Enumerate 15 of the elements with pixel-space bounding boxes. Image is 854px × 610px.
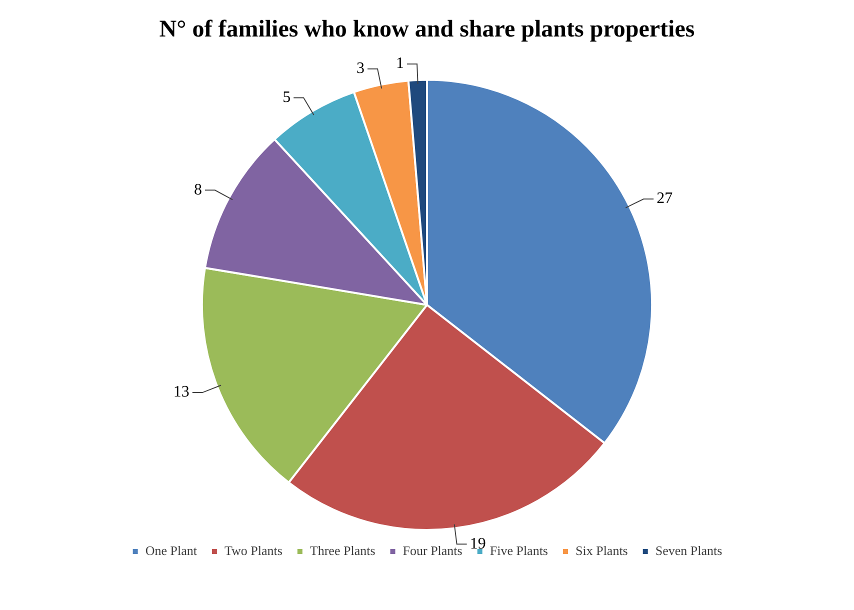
data-label: 3: [356, 60, 365, 78]
data-label: 19: [470, 535, 486, 552]
legend-label: Two Plants: [224, 542, 282, 558]
legend-label: Six Plants: [575, 542, 628, 558]
data-label: 1: [396, 55, 404, 72]
legend-label: Seven Plants: [655, 542, 722, 558]
legend-label: Four Plants: [402, 542, 462, 558]
legend-label: Three Plants: [310, 542, 376, 558]
legend-label: One Plant: [145, 542, 198, 558]
legend-label: Five Plants: [490, 542, 548, 558]
data-label: 5: [282, 88, 291, 106]
data-label: 8: [194, 181, 202, 198]
chart-title: N° of families who know and share plants properties: [159, 16, 695, 43]
data-label: 13: [173, 384, 190, 401]
data-label: 27: [656, 190, 673, 208]
